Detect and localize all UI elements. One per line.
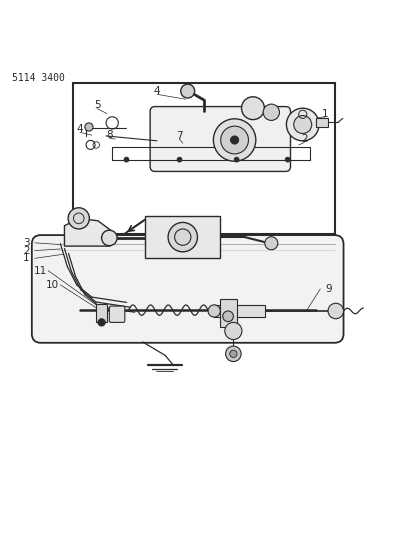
Circle shape <box>294 116 312 133</box>
Circle shape <box>285 157 290 162</box>
Text: 2: 2 <box>23 246 30 256</box>
Bar <box>96 304 107 322</box>
Circle shape <box>265 237 278 250</box>
Text: 10: 10 <box>46 280 59 290</box>
Text: 1: 1 <box>23 253 30 263</box>
Circle shape <box>124 157 129 162</box>
Text: 1: 1 <box>322 109 329 118</box>
Circle shape <box>181 84 195 98</box>
Circle shape <box>98 319 105 326</box>
Circle shape <box>234 157 239 162</box>
Circle shape <box>102 230 117 246</box>
Circle shape <box>85 123 93 131</box>
Text: 9: 9 <box>325 284 332 294</box>
Circle shape <box>231 136 239 144</box>
Circle shape <box>242 97 264 119</box>
Text: 6: 6 <box>220 132 227 142</box>
FancyBboxPatch shape <box>109 306 125 322</box>
Bar <box>214 305 265 317</box>
Circle shape <box>213 119 256 161</box>
Polygon shape <box>64 219 110 246</box>
Circle shape <box>286 108 319 141</box>
Text: 7: 7 <box>176 131 183 141</box>
Circle shape <box>226 346 241 361</box>
Text: 3: 3 <box>23 238 30 248</box>
Bar <box>73 83 335 234</box>
Circle shape <box>223 311 233 321</box>
Text: 5: 5 <box>94 100 100 110</box>
Bar <box>220 299 237 327</box>
Circle shape <box>328 303 344 319</box>
Circle shape <box>230 350 237 358</box>
Text: 8: 8 <box>106 130 113 140</box>
Circle shape <box>177 157 182 162</box>
Circle shape <box>168 222 197 252</box>
FancyBboxPatch shape <box>32 235 344 343</box>
Circle shape <box>221 126 248 154</box>
Text: 2: 2 <box>301 134 308 144</box>
Text: 4: 4 <box>154 86 160 96</box>
FancyBboxPatch shape <box>150 107 290 172</box>
Circle shape <box>225 322 242 340</box>
Bar <box>316 118 328 126</box>
Bar <box>145 215 220 259</box>
Circle shape <box>68 208 89 229</box>
Text: 4: 4 <box>77 124 83 134</box>
Text: 11: 11 <box>33 265 47 276</box>
Text: 5114 3400: 5114 3400 <box>12 72 65 83</box>
Circle shape <box>208 305 220 317</box>
Circle shape <box>263 104 279 120</box>
